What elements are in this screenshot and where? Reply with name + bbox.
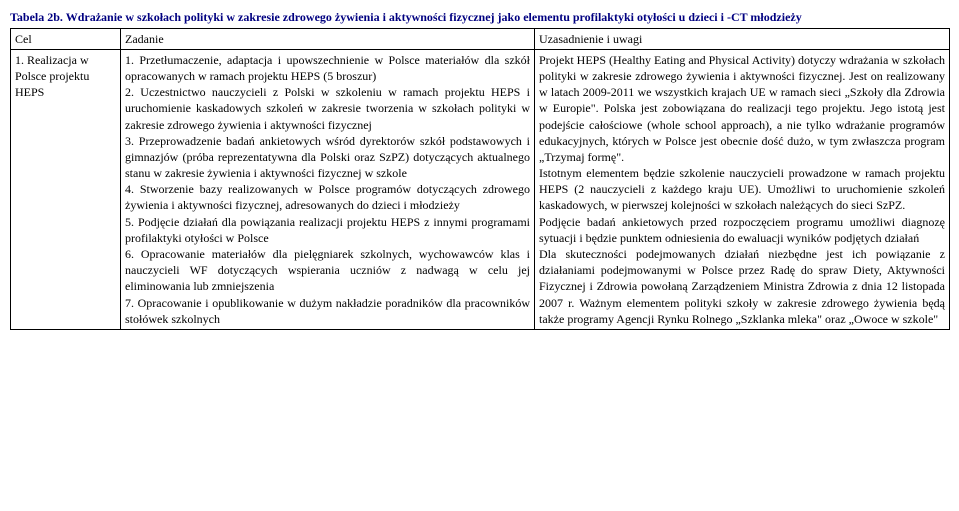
cell-cel: 1. Realizacja w Polsce projektu HEPS <box>11 49 121 329</box>
header-cel: Cel <box>11 28 121 49</box>
header-uzasadnienie: Uzasadnienie i uwagi <box>535 28 950 49</box>
table-row: 1. Realizacja w Polsce projektu HEPS 1. … <box>11 49 950 329</box>
policy-table: Cel Zadanie Uzasadnienie i uwagi 1. Real… <box>10 28 950 330</box>
document-title: Tabela 2b. Wdrażanie w szkołach polityki… <box>10 10 949 26</box>
cell-uzasadnienie: Projekt HEPS (Healthy Eating and Physica… <box>535 49 950 329</box>
table-header-row: Cel Zadanie Uzasadnienie i uwagi <box>11 28 950 49</box>
header-zadanie: Zadanie <box>121 28 535 49</box>
cell-zadanie: 1. Przetłumaczenie, adaptacja i upowszec… <box>121 49 535 329</box>
